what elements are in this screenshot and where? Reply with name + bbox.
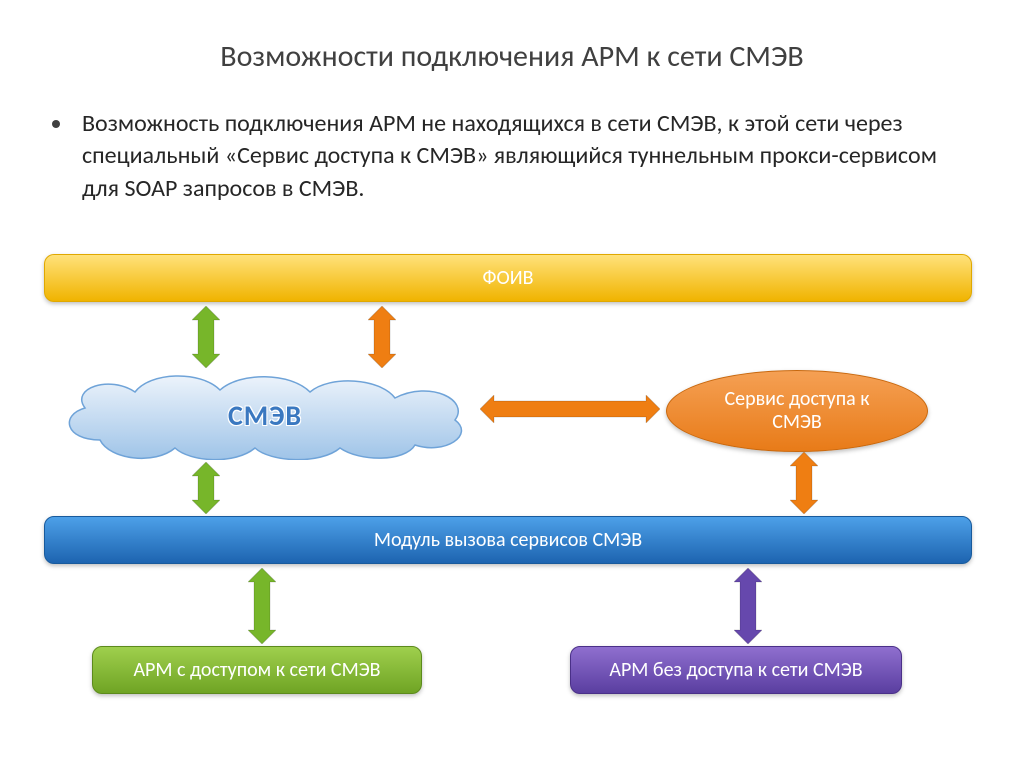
box-module: Модуль вызова сервисов СМЭВ — [44, 516, 972, 564]
box-service-label: Сервис доступа к СМЭВ — [724, 388, 869, 434]
arrow-cloud-module — [192, 462, 220, 514]
box-arm-without-access: АРМ без доступа к сети СМЭВ — [570, 646, 902, 694]
arrow-foiv-cloud-2 — [368, 306, 396, 368]
box-foiv: ФОИВ — [44, 254, 972, 302]
arrow-service-module — [790, 452, 818, 514]
arrow-module-armwith — [248, 568, 276, 644]
box-arm-with-access: АРМ с доступом к сети СМЭВ — [92, 646, 422, 694]
bullet-text: Возможность подключения АРМ не находящих… — [82, 108, 954, 205]
bullet-icon — [52, 120, 60, 128]
box-service-access: Сервис доступа к СМЭВ — [666, 370, 928, 452]
bullet-item: Возможность подключения АРМ не находящих… — [52, 108, 954, 205]
arrow-foiv-cloud-1 — [192, 306, 220, 368]
cloud-smev: СМЭВ — [60, 370, 470, 460]
arrow-module-armwithout — [734, 568, 762, 644]
slide-title: Возможности подключения АРМ к сети СМЭВ — [0, 38, 1024, 75]
arrow-cloud-service — [480, 395, 660, 423]
cloud-label: СМЭВ — [60, 370, 470, 460]
